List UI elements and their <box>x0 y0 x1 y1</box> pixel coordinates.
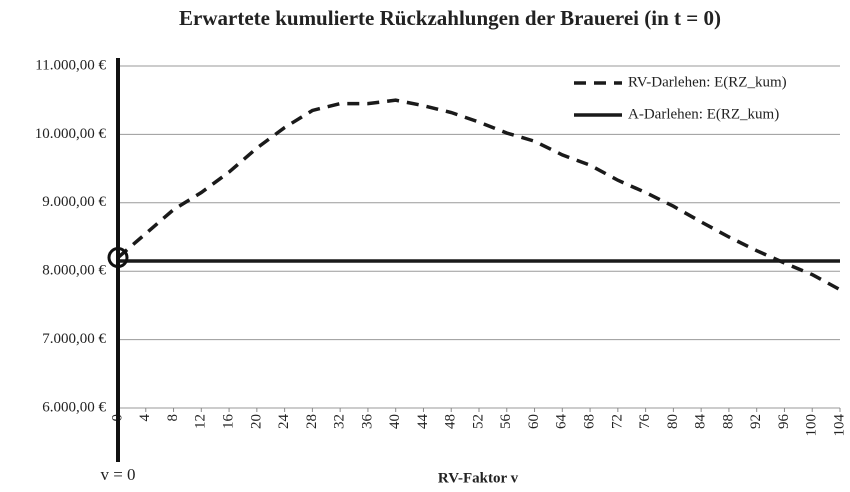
x-tick-label: 16 <box>221 414 237 430</box>
x-tick-label: 24 <box>276 414 292 430</box>
x-tick-label: 20 <box>248 414 264 429</box>
x-tick-label: 56 <box>498 414 514 430</box>
chart-title: Erwartete kumulierte Rückzahlungen der B… <box>179 6 721 30</box>
x-tick-label: 92 <box>748 414 764 429</box>
x-tick-label: 76 <box>637 414 653 430</box>
origin-marker <box>107 247 129 269</box>
x-tick-label: 32 <box>332 414 348 429</box>
y-tick-label: 10.000,00 € <box>35 126 107 142</box>
y-tick-label: 6.000,00 € <box>42 399 106 415</box>
x-tick-label: 104 <box>831 414 847 437</box>
legend-label: RV-Darlehen: E(RZ_kum) <box>628 74 787 90</box>
x-tick-label: 84 <box>693 414 709 430</box>
y-tick-label: 11.000,00 € <box>35 57 106 73</box>
x-tick-label: 72 <box>609 414 625 429</box>
x-axis-label: RV-Faktor v <box>438 470 519 486</box>
x-tick-label: 100 <box>804 414 820 437</box>
x-tick-label: 4 <box>137 414 153 422</box>
x-tick-label: 60 <box>526 414 542 429</box>
y-tick-label: 9.000,00 € <box>42 194 106 210</box>
x-tick-label: 48 <box>443 414 459 429</box>
x-tick-label: 68 <box>582 414 598 429</box>
annotation: v = 0 <box>100 465 135 484</box>
x-tick-label: 28 <box>304 414 320 429</box>
y-tick-label: 8.000,00 € <box>42 263 106 279</box>
x-tick-label: 44 <box>415 414 431 430</box>
x-tick-label: 80 <box>665 414 681 429</box>
x-tick-label: 96 <box>776 414 792 430</box>
legend-label: A-Darlehen: E(RZ_kum) <box>628 106 779 122</box>
y-tick-label: 7.000,00 € <box>42 331 106 347</box>
x-tick-label: 40 <box>387 414 403 429</box>
x-tick-label: 12 <box>193 414 209 429</box>
x-tick-label: 52 <box>470 414 486 429</box>
x-tick-label: 8 <box>165 414 181 422</box>
x-tick-label: 64 <box>554 414 570 430</box>
series-line <box>116 98 841 292</box>
x-tick-label: 88 <box>720 414 736 429</box>
x-tick-label: 36 <box>359 414 375 430</box>
